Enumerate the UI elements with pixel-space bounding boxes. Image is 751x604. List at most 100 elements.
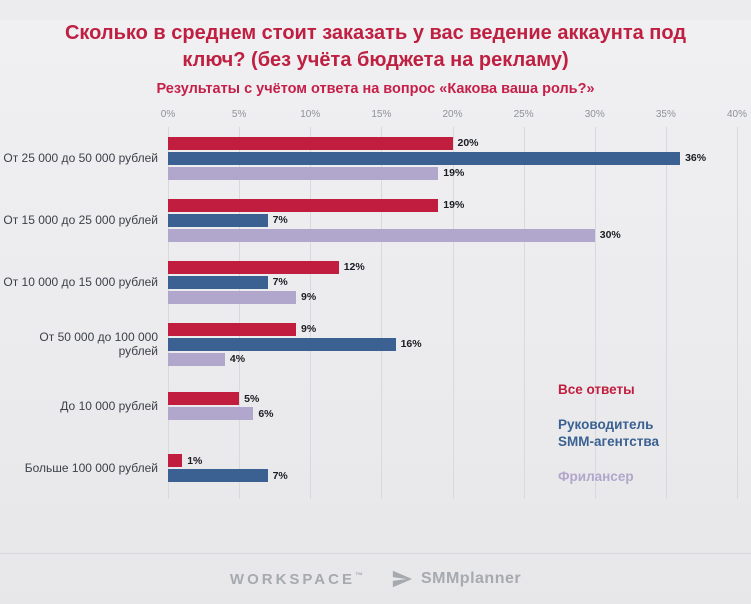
category-label: От 25 000 до 50 000 рублей: [3, 151, 158, 165]
infographic-page: Сколько в среднем стоит заказать у вас в…: [0, 20, 751, 604]
category-label: Больше 100 000 рублей: [24, 461, 158, 475]
bar-line: 9%: [168, 322, 737, 336]
bar-Все ответы: [168, 260, 339, 274]
bar-value-label: 7%: [272, 469, 288, 482]
bar-line: 12%: [168, 260, 737, 274]
chart-row: Больше 100 000 рублей 1% 7%: [0, 437, 751, 499]
gridline: [168, 127, 169, 499]
legend-item-all-answers: Все ответы: [558, 382, 635, 397]
chart-title: Сколько в среднем стоит заказать у вас в…: [64, 22, 687, 71]
bar-value-label: 7%: [272, 276, 288, 288]
bar-Фрилансер: [168, 166, 439, 180]
gridlines: [168, 127, 738, 499]
bar-Все ответы: [168, 136, 453, 150]
smmplanner-logo: SMMplanner: [391, 568, 521, 590]
bar-line: 7%: [168, 213, 737, 227]
x-tick-label: 25%: [513, 109, 534, 120]
bar-value-label: 4%: [229, 353, 246, 365]
x-tick-label: 40%: [726, 109, 748, 120]
category-label: От 50 000 до 100 000 рублей: [39, 330, 158, 358]
chart-row: До 10 000 рублей 5% 6%: [0, 375, 751, 437]
category-label: От 10 000 до 15 000 рублей: [3, 275, 158, 289]
bar-Все ответы: [168, 454, 183, 467]
bar-group: 9% 16% 4%: [168, 322, 737, 366]
trademark-symbol: ™: [354, 570, 363, 580]
bar-group: 20% 36% 19%: [168, 136, 737, 180]
chart-subtitle: Результаты с учётом ответа на вопрос «Ка…: [156, 81, 595, 97]
bar-group: 5% 6%: [168, 392, 737, 420]
bar-Фрилансер: [168, 352, 225, 366]
bar-Все ответы: [168, 198, 439, 212]
legend-item-smm-agency-head: Руководитель SMM-агентства: [558, 416, 659, 450]
bar-line: 7%: [168, 469, 737, 482]
bar-group: 1% 7%: [168, 454, 737, 482]
gridline: [381, 127, 383, 499]
smmplanner-wordmark: SMMplanner: [420, 570, 522, 587]
legend: Все ответы Руководитель SMM-агентства Фр…: [558, 381, 659, 485]
chart-row: От 15 000 до 25 000 рублей 19% 7% 30%: [0, 189, 751, 251]
chart-row: От 10 000 до 15 000 рублей 12% 7% 9%: [0, 251, 751, 313]
bar-group: 19% 7% 30%: [168, 198, 737, 242]
gridline: [665, 127, 667, 499]
x-tick-label: 0%: [160, 109, 176, 120]
category-label: До 10 000 рублей: [60, 399, 158, 413]
x-tick-label: 35%: [655, 109, 676, 120]
gridline: [523, 127, 525, 499]
bar-chart: 0% 5% 10% 15% 20% 25% 30% 35% 40% От 25 000 до 5…: [0, 109, 751, 499]
bar-Фрилансер: [168, 228, 595, 242]
gridline: [310, 127, 312, 499]
bar-value-label: 16%: [400, 338, 422, 350]
bar-line: 7%: [168, 275, 737, 289]
x-axis: 0% 5% 10% 15% 20% 25% 30% 35% 40%: [161, 109, 747, 124]
bar-Руководитель SMM-агентства: [168, 469, 268, 482]
x-tick-label: 20%: [442, 109, 463, 120]
category-label: От 15 000 до 25 000 рублей: [3, 213, 158, 227]
bar-line: 9%: [168, 290, 737, 304]
bar-value-label: 9%: [301, 323, 317, 335]
gridline: [452, 127, 454, 499]
footer: WORKSPACE™ SMMplanner: [0, 553, 751, 604]
bar-line: 6%: [168, 407, 737, 420]
paper-plane-icon: [392, 570, 413, 588]
bar-Руководитель SMM-агентства: [168, 151, 681, 165]
bar-line: 20%: [168, 136, 737, 150]
bar-line: 1%: [168, 454, 737, 467]
bar-Все ответы: [168, 322, 297, 336]
gridline: [594, 127, 596, 499]
bar-Руководитель SMM-агентства: [168, 337, 396, 351]
bar-line: 36%: [168, 151, 737, 165]
legend-item-freelancer: Фрилансер: [558, 468, 634, 484]
chart-rows: От 25 000 до 50 000 рублей 20% 36% 19% От 15…: [0, 127, 751, 499]
bar-value-label: 5%: [244, 392, 260, 405]
workspace-logo: WORKSPACE™: [230, 571, 363, 588]
gridline: [737, 127, 738, 499]
bar-Фрилансер: [168, 290, 297, 304]
bar-value-label: 20%: [457, 137, 479, 149]
bar-value-label: 36%: [685, 152, 707, 164]
x-tick-label: 15%: [371, 109, 392, 120]
bar-value-label: 7%: [272, 214, 288, 226]
bar-line: 4%: [168, 352, 737, 366]
bar-value-label: 19%: [443, 167, 465, 179]
bar-value-label: 19%: [443, 199, 465, 211]
bar-Все ответы: [168, 392, 240, 405]
bar-line: 19%: [168, 166, 737, 180]
chart-row: От 25 000 до 50 000 рублей 20% 36% 19%: [0, 127, 751, 189]
bar-value-label: 12%: [343, 261, 365, 273]
workspace-wordmark: WORKSPACE: [229, 570, 355, 588]
chart-body: От 25 000 до 50 000 рублей 20% 36% 19% От 15…: [0, 127, 751, 499]
bar-line: 30%: [168, 228, 737, 242]
bar-Руководитель SMM-агентства: [168, 275, 268, 289]
bar-value-label: 6%: [258, 407, 274, 420]
bar-Фрилансер: [168, 407, 254, 420]
bar-value-label: 9%: [301, 291, 317, 303]
bar-value-label: 1%: [187, 454, 203, 467]
bar-Руководитель SMM-агентства: [168, 213, 268, 227]
bar-line: 16%: [168, 337, 737, 351]
bar-line: 19%: [168, 198, 737, 212]
gridline: [239, 127, 241, 499]
x-tick-label: 10%: [300, 109, 321, 120]
bar-value-label: 30%: [599, 229, 621, 241]
bar-line: 5%: [168, 392, 737, 405]
x-tick-label: 5%: [231, 109, 247, 120]
